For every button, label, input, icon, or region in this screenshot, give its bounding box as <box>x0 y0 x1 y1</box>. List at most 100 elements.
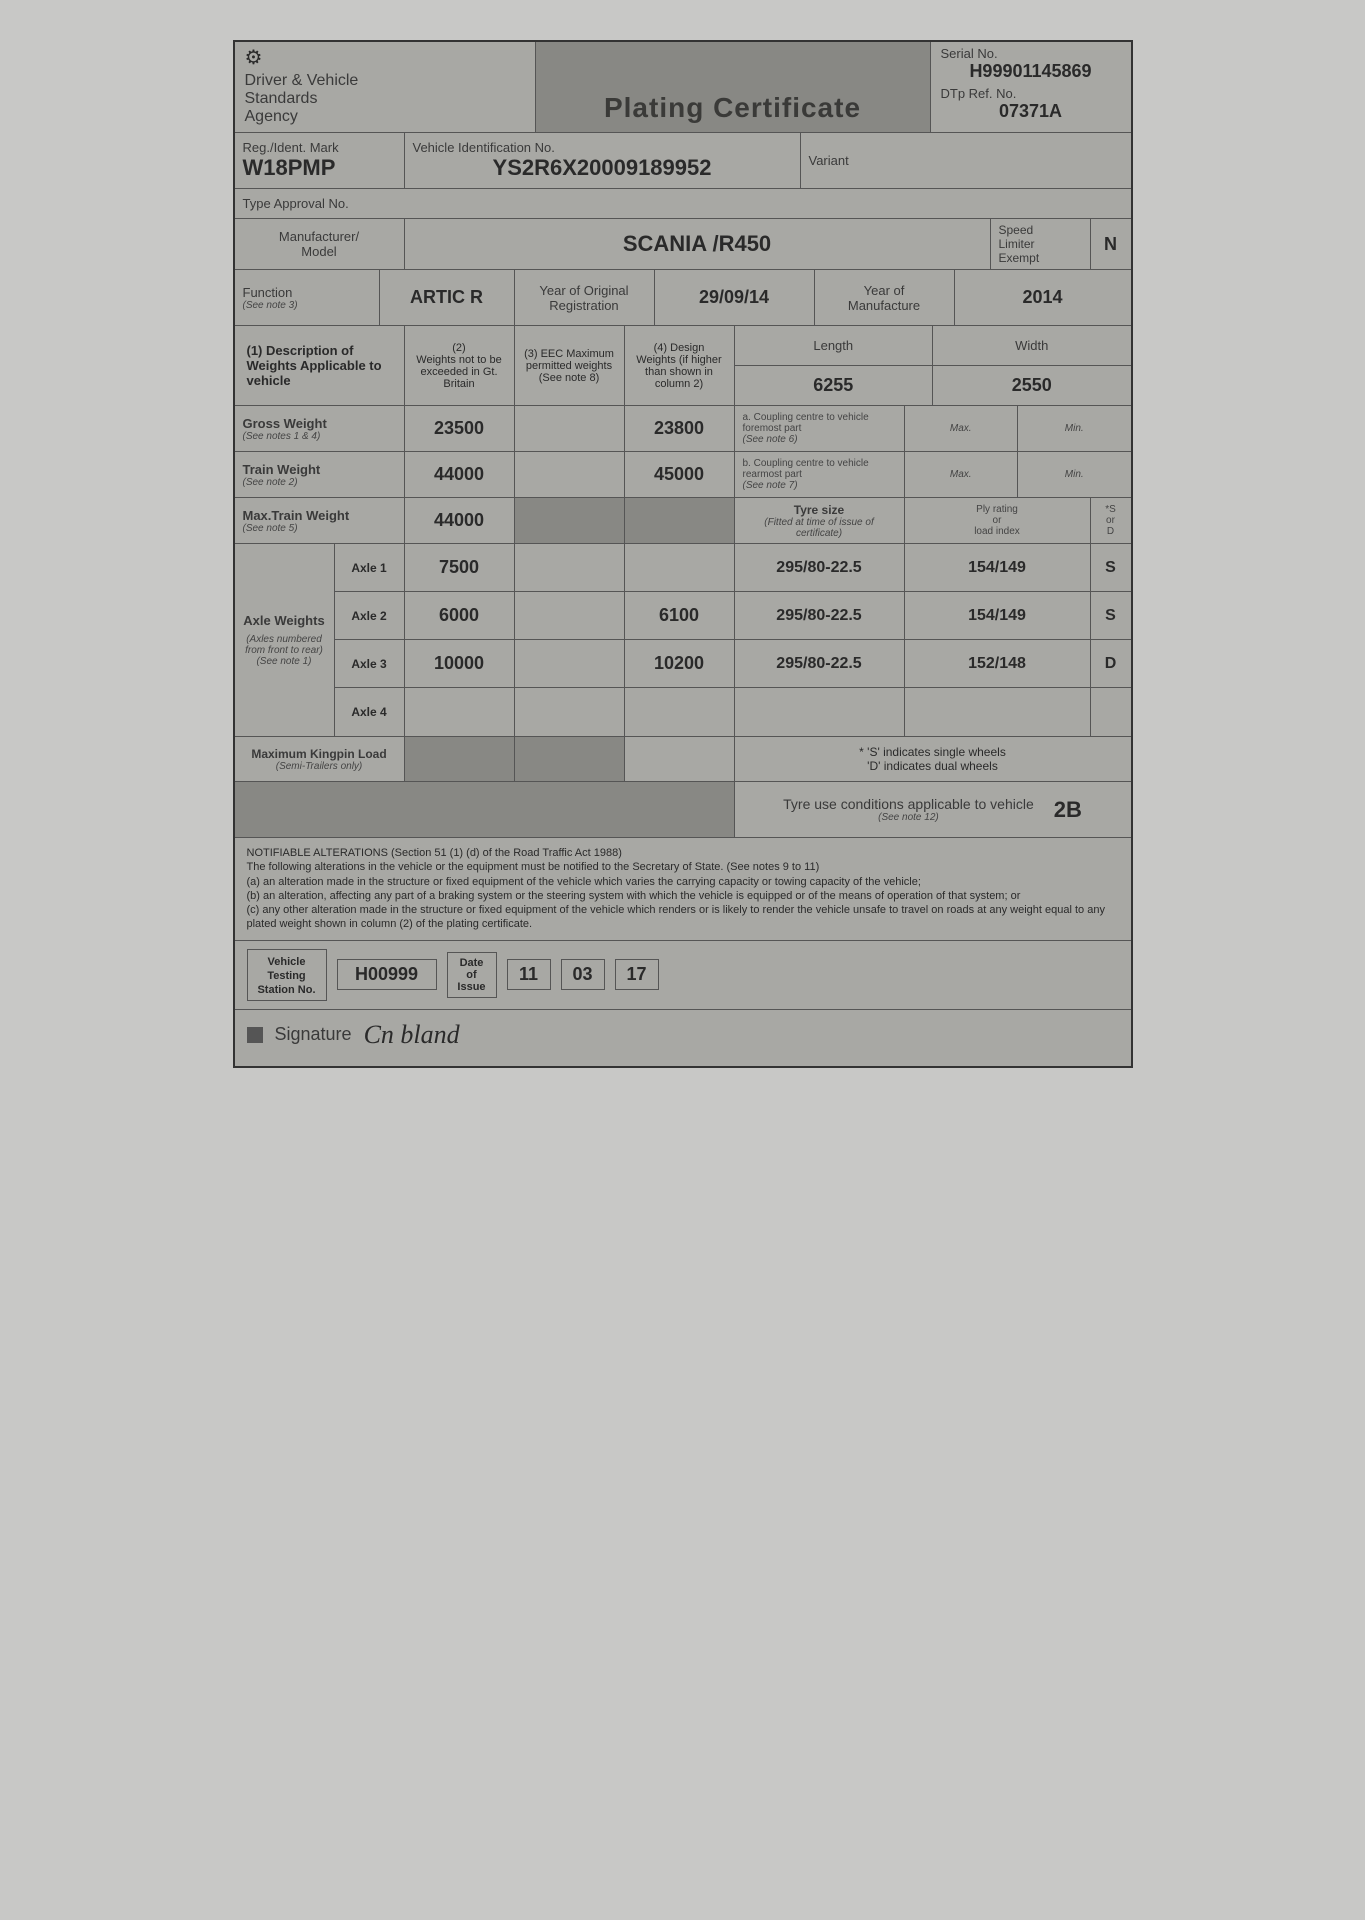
coupling-b-label: b. Coupling centre to vehicle rearmost p… <box>743 458 896 480</box>
station-val: H00999 <box>337 959 437 990</box>
maxtrain-label: Max.Train Weight <box>243 508 396 523</box>
vin-label: Vehicle Identification No. <box>413 140 792 155</box>
col2-hdr: (2) Weights not to be exceeded in Gt. Br… <box>413 342 506 390</box>
col3-hdr: (3) EEC Maximum permitted weights (See n… <box>523 348 616 384</box>
axle-ply: 154/149 <box>968 607 1026 625</box>
axle-tyre: 295/80-22.5 <box>776 655 861 673</box>
gross-note: (See notes 1 & 4) <box>243 431 396 442</box>
axle-c2: 6000 <box>439 605 479 626</box>
function-note: (See note 3) <box>243 300 371 311</box>
kingpin-note: (Semi-Trailers only) <box>276 761 363 772</box>
gross-c4: 23800 <box>654 418 704 439</box>
header-right: Serial No. H99901145869 DTp Ref. No. 073… <box>931 42 1131 132</box>
plating-certificate: ⚙ Driver & Vehicle Standards Agency Plat… <box>233 40 1133 1068</box>
axle-sd: S <box>1105 607 1116 625</box>
dtp-label: DTp Ref. No. <box>941 86 1121 101</box>
coupling-a-label: a. Coupling centre to vehicle foremost p… <box>743 412 896 434</box>
signature-row: Signature Cn bland <box>235 1010 1131 1066</box>
vin: YS2R6X20009189952 <box>413 155 792 181</box>
axle-ply: 152/148 <box>968 655 1026 673</box>
coupling-a-max: Max. <box>950 423 972 434</box>
tyre-label: Tyre size <box>794 503 844 517</box>
variant-label: Variant <box>809 153 1123 168</box>
date-year: 17 <box>615 959 659 990</box>
coupling-b-note: (See note 7) <box>743 480 896 491</box>
maxtrain-c2: 44000 <box>434 510 484 531</box>
yom-label: Year of Manufacture <box>848 283 920 313</box>
coupling-a-note: (See note 6) <box>743 434 896 445</box>
crest-icon: ⚙ <box>245 48 273 72</box>
length-label: Length <box>813 338 853 353</box>
sd-label: *S or D <box>1105 504 1116 537</box>
coupling-b-min: Min. <box>1065 469 1084 480</box>
train-label: Train Weight <box>243 462 396 477</box>
gross-c2: 23500 <box>434 418 484 439</box>
type-approval-row: Type Approval No. <box>235 189 1131 219</box>
serial-no: H99901145869 <box>941 61 1121 82</box>
axle-group-label: Axle Weights <box>243 613 324 628</box>
train-c4: 45000 <box>654 464 704 485</box>
axle-ply: 154/149 <box>968 559 1026 577</box>
tyre-cond-val: 2B <box>1054 797 1082 823</box>
speed-label: Speed Limiter Exempt <box>999 223 1082 265</box>
tyre-cond-note: (See note 12) <box>783 812 1034 823</box>
axle-name: Axle 1 <box>335 544 405 591</box>
axle-group-note2: (See note 1) <box>256 656 311 667</box>
yor-val: 29/09/14 <box>699 287 769 308</box>
axle-c4: 10200 <box>654 653 704 674</box>
axle-row: Axle 4 <box>335 688 1131 736</box>
axle-tyre: 295/80-22.5 <box>776 607 861 625</box>
axle-c2: 7500 <box>439 557 479 578</box>
axle-row: Axle 17500295/80-22.5154/149S <box>335 544 1131 592</box>
reg-mark: W18PMP <box>243 155 396 181</box>
notes-title: NOTIFIABLE ALTERATIONS (Section 51 (1) (… <box>247 846 1119 860</box>
maxtrain-note: (See note 5) <box>243 523 396 534</box>
serial-label: Serial No. <box>941 46 1121 61</box>
reg-row: Reg./Ident. Mark W18PMP Vehicle Identifi… <box>235 133 1131 189</box>
date-month: 03 <box>561 959 605 990</box>
reg-label: Reg./Ident. Mark <box>243 140 396 155</box>
type-approval-label: Type Approval No. <box>243 196 1123 211</box>
axle-sd: S <box>1105 559 1116 577</box>
station-row: Vehicle Testing Station No. H00999 Date … <box>235 941 1131 1010</box>
axle-name: Axle 2 <box>335 592 405 639</box>
train-c2: 44000 <box>434 464 484 485</box>
width-val: 2550 <box>1012 375 1052 396</box>
notifiable-alterations: NOTIFIABLE ALTERATIONS (Section 51 (1) (… <box>235 838 1131 941</box>
notes-b: (b) an alteration, affecting any part of… <box>247 889 1119 903</box>
col1-hdr: (1) Description of Weights Applicable to… <box>247 343 396 388</box>
speed-val: N <box>1104 234 1117 255</box>
tyre-cond-label: Tyre use conditions applicable to vehicl… <box>783 796 1034 812</box>
mfr-row: Manufacturer/ Model SCANIA /R450 Speed L… <box>235 219 1131 270</box>
doc-title: Plating Certificate <box>535 42 931 132</box>
notes-intro: The following alterations in the vehicle… <box>247 860 1119 874</box>
length-val: 6255 <box>813 375 853 396</box>
sd-legend1: * 'S' indicates single wheels <box>859 745 1006 759</box>
mfr-model: SCANIA /R450 <box>623 231 771 257</box>
agency-block: ⚙ Driver & Vehicle Standards Agency <box>235 42 535 132</box>
agency-line3: Agency <box>245 108 525 126</box>
agency-line1: Driver & Vehicle <box>245 72 525 90</box>
axle-row: Axle 31000010200295/80-22.5152/148D <box>335 640 1131 688</box>
header-row: ⚙ Driver & Vehicle Standards Agency Plat… <box>235 42 1131 133</box>
date-label: Date of Issue <box>447 952 497 998</box>
coupling-b-max: Max. <box>950 469 972 480</box>
signature: Cn bland <box>364 1020 460 1050</box>
axle-name: Axle 3 <box>335 640 405 687</box>
gross-label: Gross Weight <box>243 416 396 431</box>
dtp-ref: 07371A <box>941 101 1121 122</box>
weights-grid: (1) Description of Weights Applicable to… <box>235 326 1131 838</box>
kingpin-label: Maximum Kingpin Load <box>251 747 386 761</box>
function-val: ARTIC R <box>410 287 483 308</box>
date-day: 11 <box>507 959 551 990</box>
axle-group-note: (Axles numbered from front to rear) <box>239 634 330 656</box>
axle-row: Axle 260006100295/80-22.5154/149S <box>335 592 1131 640</box>
col4-hdr: (4) Design Weights (if higher than shown… <box>633 342 726 390</box>
yor-label: Year of Original Registration <box>539 283 628 313</box>
ply-label: Ply rating or load index <box>974 504 1020 537</box>
notes-a: (a) an alteration made in the structure … <box>247 875 1119 889</box>
axle-c2: 10000 <box>434 653 484 674</box>
coupling-a-min: Min. <box>1065 423 1084 434</box>
agency-line2: Standards <box>245 90 525 108</box>
axle-name: Axle 4 <box>335 688 405 736</box>
